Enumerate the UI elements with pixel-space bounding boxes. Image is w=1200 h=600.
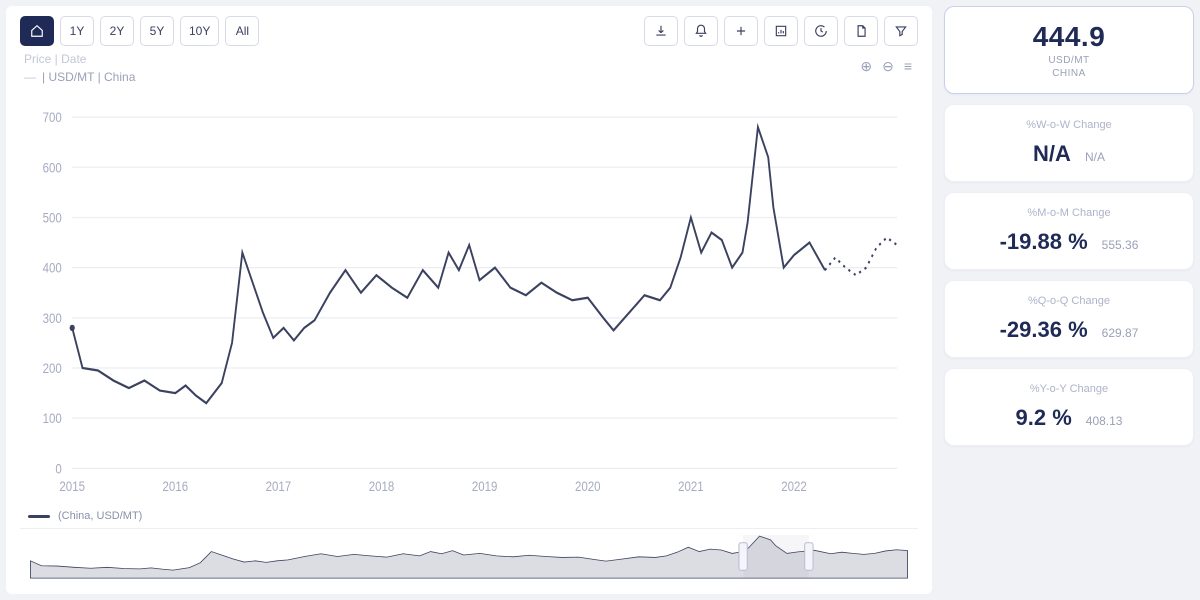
svg-text:2022: 2022 bbox=[781, 479, 807, 494]
download-icon bbox=[654, 24, 668, 38]
document-icon bbox=[854, 24, 868, 38]
svg-text:300: 300 bbox=[43, 311, 62, 326]
toolbar: 1Y2Y5Y10YAll bbox=[20, 16, 918, 46]
svg-text:500: 500 bbox=[43, 211, 62, 226]
chart-series-sub: | USD/MT | China bbox=[42, 70, 135, 84]
range-1y-button[interactable]: 1Y bbox=[60, 16, 94, 46]
change-title: %W-o-W Change bbox=[955, 119, 1183, 131]
svg-text:400: 400 bbox=[43, 261, 62, 276]
brush-area[interactable] bbox=[20, 528, 918, 584]
change-card-0: %W-o-W Change N/A N/A bbox=[944, 104, 1194, 182]
bell-icon bbox=[694, 24, 708, 38]
legend-swatch bbox=[28, 515, 50, 518]
range-2y-button[interactable]: 2Y bbox=[100, 16, 134, 46]
change-value: -19.88 % bbox=[1000, 229, 1088, 255]
range-10y-button[interactable]: 10Y bbox=[180, 16, 219, 46]
bell-button[interactable] bbox=[684, 16, 718, 46]
price-value: 444.9 bbox=[955, 21, 1183, 53]
change-title: %Q-o-Q Change bbox=[955, 295, 1183, 307]
history-icon bbox=[814, 24, 828, 38]
change-reference: N/A bbox=[1085, 150, 1105, 164]
filter-icon bbox=[894, 24, 908, 38]
change-value: N/A bbox=[1033, 141, 1071, 167]
side-panel: 444.9 USD/MT CHINA %W-o-W Change N/A N/A %M… bbox=[944, 6, 1194, 594]
chart-legend: (China, USD/MT) bbox=[20, 506, 918, 526]
document-button[interactable] bbox=[844, 16, 878, 46]
svg-text:2016: 2016 bbox=[163, 479, 189, 494]
price-region: CHINA bbox=[955, 68, 1183, 79]
chart-mini-controls: ⊕ ⊖ ≡ bbox=[860, 58, 912, 75]
history-button[interactable] bbox=[804, 16, 838, 46]
range-5y-button[interactable]: 5Y bbox=[140, 16, 174, 46]
svg-text:2015: 2015 bbox=[59, 479, 85, 494]
price-unit: USD/MT bbox=[955, 55, 1183, 66]
add-chart-icon bbox=[774, 24, 788, 38]
change-reference: 555.36 bbox=[1102, 238, 1139, 252]
svg-text:2019: 2019 bbox=[472, 479, 498, 494]
brush-chart bbox=[20, 529, 918, 584]
price-line-chart: 0 100 200 300 400 500 600 700 2015 2016 2017 2018 20… bbox=[20, 92, 918, 506]
svg-text:0: 0 bbox=[55, 461, 61, 476]
svg-text:2018: 2018 bbox=[369, 479, 395, 494]
change-reference: 408.13 bbox=[1086, 414, 1123, 428]
price-card: 444.9 USD/MT CHINA bbox=[944, 6, 1194, 94]
chart-meta-left: Price | Date bbox=[24, 52, 86, 66]
change-reference: 629.87 bbox=[1102, 326, 1139, 340]
chart-area[interactable]: 0 100 200 300 400 500 600 700 2015 2016 2017 2018 20… bbox=[20, 92, 918, 506]
download-button[interactable] bbox=[644, 16, 678, 46]
plus-icon bbox=[734, 24, 748, 38]
legend-label: (China, USD/MT) bbox=[58, 510, 142, 522]
change-value: -29.36 % bbox=[1000, 317, 1088, 343]
change-card-2: %Q-o-Q Change -29.36 % 629.87 bbox=[944, 280, 1194, 358]
chart-menu-icon[interactable]: ≡ bbox=[904, 58, 912, 75]
change-title: %Y-o-Y Change bbox=[955, 383, 1183, 395]
main-panel: 1Y2Y5Y10YAll ⊕ ⊖ ≡ Price | Date — | USD/… bbox=[6, 6, 932, 594]
zoom-out-icon[interactable]: ⊖ bbox=[882, 58, 894, 75]
zoom-in-icon[interactable]: ⊕ bbox=[860, 58, 872, 75]
toolbar-left: 1Y2Y5Y10YAll bbox=[20, 16, 259, 46]
svg-text:600: 600 bbox=[43, 160, 62, 175]
add-chart-button[interactable] bbox=[764, 16, 798, 46]
chart-meta: Price | Date bbox=[20, 52, 918, 66]
change-value: 9.2 % bbox=[1016, 405, 1072, 431]
plus-button[interactable] bbox=[724, 16, 758, 46]
svg-text:200: 200 bbox=[43, 361, 62, 376]
toolbar-right bbox=[644, 16, 918, 46]
svg-text:2021: 2021 bbox=[678, 479, 704, 494]
svg-text:2017: 2017 bbox=[266, 479, 292, 494]
svg-text:100: 100 bbox=[43, 411, 62, 426]
svg-text:2020: 2020 bbox=[575, 479, 601, 494]
filter-button[interactable] bbox=[884, 16, 918, 46]
svg-text:700: 700 bbox=[43, 110, 62, 125]
home-button[interactable] bbox=[20, 16, 54, 46]
home-icon bbox=[30, 24, 44, 38]
change-title: %M-o-M Change bbox=[955, 207, 1183, 219]
change-card-1: %M-o-M Change -19.88 % 555.36 bbox=[944, 192, 1194, 270]
change-card-3: %Y-o-Y Change 9.2 % 408.13 bbox=[944, 368, 1194, 446]
range-all-button[interactable]: All bbox=[225, 16, 259, 46]
chart-series-tag: — bbox=[24, 70, 36, 84]
chart-meta-2: — | USD/MT | China bbox=[20, 70, 918, 84]
